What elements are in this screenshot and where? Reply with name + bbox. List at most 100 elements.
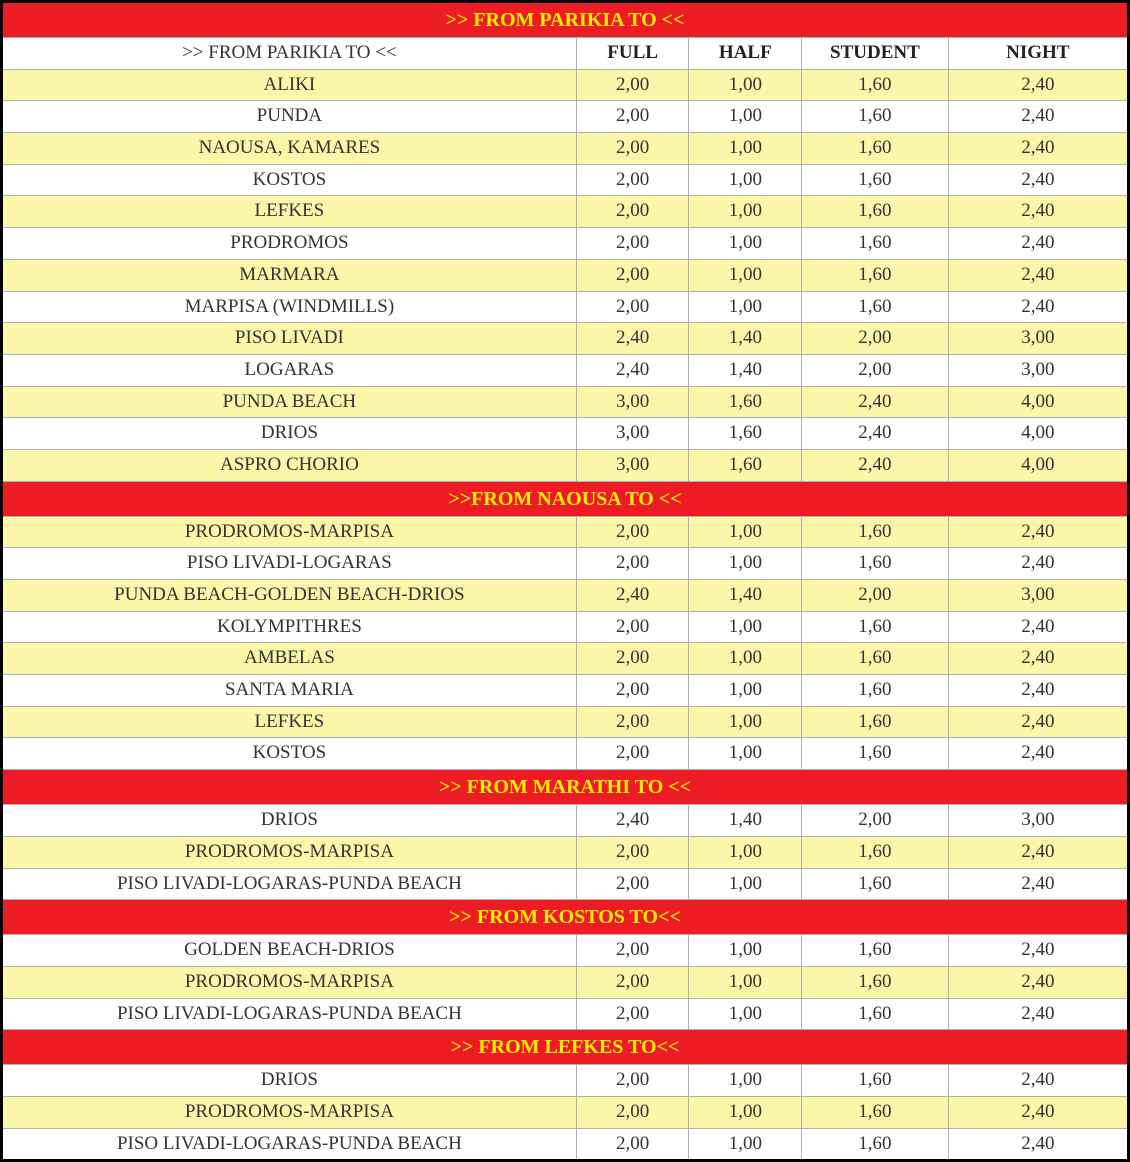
destination-cell: SANTA MARIA bbox=[2, 675, 577, 707]
price-cell-half: 1,40 bbox=[689, 354, 802, 386]
price-cell-full: 2,00 bbox=[576, 516, 689, 548]
price-cell-half: 1,00 bbox=[689, 516, 802, 548]
price-cell-night: 2,40 bbox=[948, 1128, 1128, 1161]
price-cell-night: 2,40 bbox=[948, 196, 1128, 228]
destination-cell: KOLYMPITHRES bbox=[2, 611, 577, 643]
price-cell-half: 1,00 bbox=[689, 1096, 802, 1128]
price-cell-night: 2,40 bbox=[948, 133, 1128, 165]
table-row: NAOUSA, KAMARES2,001,001,602,40 bbox=[2, 133, 1129, 165]
price-cell-student: 1,60 bbox=[802, 643, 949, 675]
price-cell-half: 1,00 bbox=[689, 291, 802, 323]
table-row: DRIOS2,001,001,602,40 bbox=[2, 1065, 1129, 1097]
price-cell-student: 1,60 bbox=[802, 259, 949, 291]
price-cell-night: 2,40 bbox=[948, 836, 1128, 868]
price-cell-half: 1,40 bbox=[689, 580, 802, 612]
destination-cell: LEFKES bbox=[2, 196, 577, 228]
price-cell-half: 1,00 bbox=[689, 164, 802, 196]
price-cell-student: 1,60 bbox=[802, 868, 949, 900]
price-cell-night: 2,40 bbox=[948, 291, 1128, 323]
price-cell-full: 2,00 bbox=[576, 706, 689, 738]
table-row: PRODROMOS-MARPISA2,001,001,602,40 bbox=[2, 1096, 1129, 1128]
price-cell-full: 3,00 bbox=[576, 386, 689, 418]
price-cell-night: 2,40 bbox=[948, 706, 1128, 738]
price-cell-half: 1,00 bbox=[689, 966, 802, 998]
destination-cell: KOSTOS bbox=[2, 738, 577, 770]
price-cell-student: 1,60 bbox=[802, 69, 949, 101]
table-row: MARMARA2,001,001,602,40 bbox=[2, 259, 1129, 291]
price-cell-full: 3,00 bbox=[576, 418, 689, 450]
price-cell-student: 1,60 bbox=[802, 836, 949, 868]
table-row: PRODROMOS2,001,001,602,40 bbox=[2, 228, 1129, 260]
price-cell-night: 3,00 bbox=[948, 805, 1128, 837]
price-cell-half: 1,00 bbox=[689, 1128, 802, 1161]
price-cell-half: 1,00 bbox=[689, 868, 802, 900]
col-header-dest: >> FROM PARIKIA TO << bbox=[2, 38, 577, 70]
table-row: LOGARAS2,401,402,003,00 bbox=[2, 354, 1129, 386]
destination-cell: PISO LIVADI-LOGARAS-PUNDA BEACH bbox=[2, 868, 577, 900]
price-cell-night: 2,40 bbox=[948, 69, 1128, 101]
price-cell-student: 2,40 bbox=[802, 449, 949, 481]
price-cell-half: 1,00 bbox=[689, 738, 802, 770]
destination-cell: ALIKI bbox=[2, 69, 577, 101]
price-cell-full: 2,00 bbox=[576, 291, 689, 323]
price-cell-full: 2,00 bbox=[576, 998, 689, 1030]
price-cell-student: 1,60 bbox=[802, 935, 949, 967]
price-cell-full: 3,00 bbox=[576, 449, 689, 481]
price-cell-full: 2,00 bbox=[576, 643, 689, 675]
price-cell-student: 1,60 bbox=[802, 998, 949, 1030]
destination-cell: PRODROMOS-MARPISA bbox=[2, 836, 577, 868]
table-row: PISO LIVADI-LOGARAS-PUNDA BEACH2,001,001… bbox=[2, 998, 1129, 1030]
table-row: PISO LIVADI-LOGARAS-PUNDA BEACH2,001,001… bbox=[2, 1128, 1129, 1161]
price-cell-student: 1,60 bbox=[802, 738, 949, 770]
table-row: PRODROMOS-MARPISA2,001,001,602,40 bbox=[2, 966, 1129, 998]
price-cell-student: 2,40 bbox=[802, 418, 949, 450]
price-cell-half: 1,00 bbox=[689, 69, 802, 101]
fare-table: >> FROM PARIKIA TO <<>> FROM PARIKIA TO … bbox=[0, 0, 1130, 1162]
table-row: PISO LIVADI2,401,402,003,00 bbox=[2, 323, 1129, 355]
table-row: LEFKES2,001,001,602,40 bbox=[2, 196, 1129, 228]
price-cell-full: 2,40 bbox=[576, 354, 689, 386]
price-cell-student: 1,60 bbox=[802, 291, 949, 323]
price-cell-half: 1,00 bbox=[689, 836, 802, 868]
table-row: KOSTOS2,001,001,602,40 bbox=[2, 738, 1129, 770]
col-header: HALF bbox=[689, 38, 802, 70]
table-row: PUNDA BEACH-GOLDEN BEACH-DRIOS2,401,402,… bbox=[2, 580, 1129, 612]
price-cell-night: 2,40 bbox=[948, 966, 1128, 998]
section-header: >>FROM NAOUSA TO << bbox=[2, 481, 1129, 516]
price-cell-night: 2,40 bbox=[948, 101, 1128, 133]
price-cell-student: 1,60 bbox=[802, 516, 949, 548]
price-cell-full: 2,00 bbox=[576, 101, 689, 133]
price-cell-student: 1,60 bbox=[802, 101, 949, 133]
destination-cell: PUNDA BEACH bbox=[2, 386, 577, 418]
price-cell-night: 2,40 bbox=[948, 259, 1128, 291]
price-cell-half: 1,00 bbox=[689, 196, 802, 228]
table-row: ALIKI2,001,001,602,40 bbox=[2, 69, 1129, 101]
section-title: >> FROM LEFKES TO<< bbox=[2, 1030, 1129, 1065]
price-cell-student: 1,60 bbox=[802, 1096, 949, 1128]
price-cell-student: 1,60 bbox=[802, 133, 949, 165]
price-cell-half: 1,00 bbox=[689, 706, 802, 738]
table-row: LEFKES2,001,001,602,40 bbox=[2, 706, 1129, 738]
table-row: GOLDEN BEACH-DRIOS2,001,001,602,40 bbox=[2, 935, 1129, 967]
price-cell-night: 2,40 bbox=[948, 868, 1128, 900]
price-cell-student: 1,60 bbox=[802, 706, 949, 738]
section-header: >> FROM MARATHI TO << bbox=[2, 770, 1129, 805]
price-cell-half: 1,40 bbox=[689, 323, 802, 355]
price-cell-half: 1,00 bbox=[689, 133, 802, 165]
price-cell-full: 2,00 bbox=[576, 611, 689, 643]
price-cell-full: 2,00 bbox=[576, 1096, 689, 1128]
section-title: >>FROM NAOUSA TO << bbox=[2, 481, 1129, 516]
table-row: PUNDA2,001,001,602,40 bbox=[2, 101, 1129, 133]
price-cell-full: 2,00 bbox=[576, 196, 689, 228]
destination-cell: PRODROMOS-MARPISA bbox=[2, 516, 577, 548]
price-cell-night: 3,00 bbox=[948, 323, 1128, 355]
price-cell-half: 1,00 bbox=[689, 935, 802, 967]
price-cell-night: 2,40 bbox=[948, 516, 1128, 548]
price-cell-student: 1,60 bbox=[802, 164, 949, 196]
price-cell-night: 2,40 bbox=[948, 1065, 1128, 1097]
price-cell-student: 2,00 bbox=[802, 580, 949, 612]
price-cell-full: 2,00 bbox=[576, 738, 689, 770]
price-cell-night: 2,40 bbox=[948, 164, 1128, 196]
price-cell-night: 2,40 bbox=[948, 998, 1128, 1030]
price-cell-half: 1,00 bbox=[689, 611, 802, 643]
